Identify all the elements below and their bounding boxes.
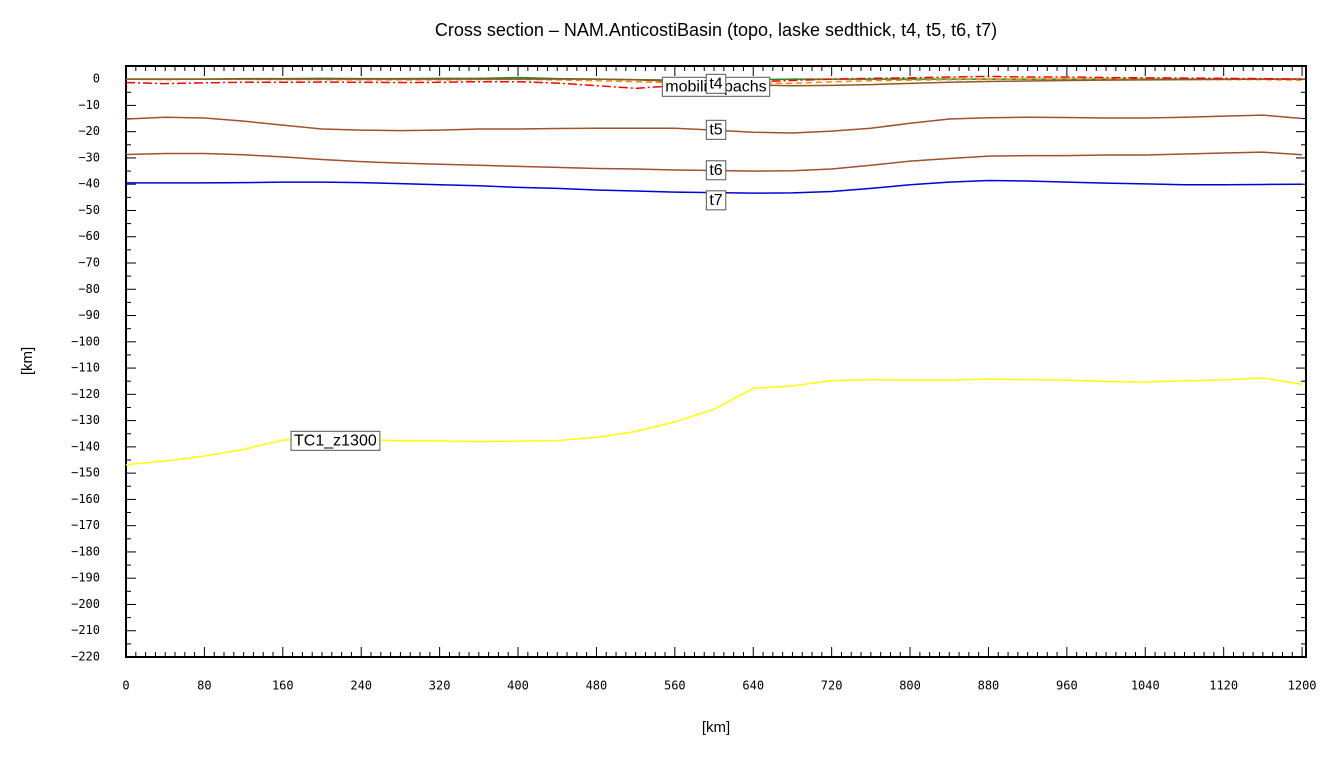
line-label-box: [290, 430, 381, 451]
x-tick-label: 800: [899, 679, 921, 693]
y-tick-label: −200: [71, 597, 100, 611]
y-tick-label: −180: [71, 544, 100, 558]
plot-frame: [125, 65, 1307, 658]
line-label: TC1_z1300: [294, 432, 377, 449]
x-tick-label: 880: [978, 679, 1000, 693]
y-tick-label: −60: [78, 229, 100, 243]
y-tick-label: −210: [71, 623, 100, 637]
y-tick-label: −190: [71, 571, 100, 585]
y-tick-label: 0: [93, 72, 100, 86]
x-tick-label: 720: [821, 679, 843, 693]
line-label: t4: [709, 75, 722, 92]
line-label: t7: [709, 192, 722, 209]
x-tick-label: 560: [664, 679, 686, 693]
y-tick-label: −220: [71, 650, 100, 664]
y-tick-label: −160: [71, 492, 100, 506]
x-tick-label: 1040: [1131, 679, 1160, 693]
y-tick-label: −150: [71, 466, 100, 480]
series-line: [125, 377, 1303, 466]
x-tick-label: 480: [586, 679, 608, 693]
y-tick-label: −110: [71, 361, 100, 375]
y-tick-label: −10: [78, 98, 100, 112]
y-tick-label: −80: [78, 282, 100, 296]
x-tick-label: 80: [197, 679, 211, 693]
x-tick-label: 400: [507, 679, 529, 693]
line-label-box: [705, 190, 727, 211]
y-tick-label: −70: [78, 256, 100, 270]
y-tick-label: −140: [71, 439, 100, 453]
y-tick-label: −90: [78, 308, 100, 322]
x-tick-label: 320: [429, 679, 451, 693]
series-line: [125, 78, 1303, 85]
y-axis-label: [km]: [19, 347, 36, 375]
line-label: t5: [709, 121, 722, 138]
y-tick-label: −30: [78, 150, 100, 164]
x-tick-label: 0: [122, 679, 129, 693]
y-tick-label: −170: [71, 518, 100, 532]
line-label: t6: [709, 162, 722, 179]
y-tick-label: −40: [78, 177, 100, 191]
x-tick-label: 960: [1056, 679, 1078, 693]
x-tick-label: 160: [272, 679, 294, 693]
line-label-box: [705, 119, 727, 140]
y-tick-label: −120: [71, 387, 100, 401]
x-axis-label: [km]: [702, 719, 730, 736]
x-tick-label: 240: [350, 679, 372, 693]
y-tick-label: −130: [71, 413, 100, 427]
y-tick-label: −50: [78, 203, 100, 217]
x-tick-label: 640: [742, 679, 764, 693]
y-tick-label: −20: [78, 124, 100, 138]
line-label-box: [705, 73, 727, 94]
x-tick-label: 1200: [1288, 679, 1317, 693]
y-tick-label: −100: [71, 334, 100, 348]
x-tick-label: 1120: [1209, 679, 1238, 693]
line-label-box: [705, 160, 727, 181]
chart-title: Cross section – NAM.AnticostiBasin (topo…: [435, 20, 997, 40]
